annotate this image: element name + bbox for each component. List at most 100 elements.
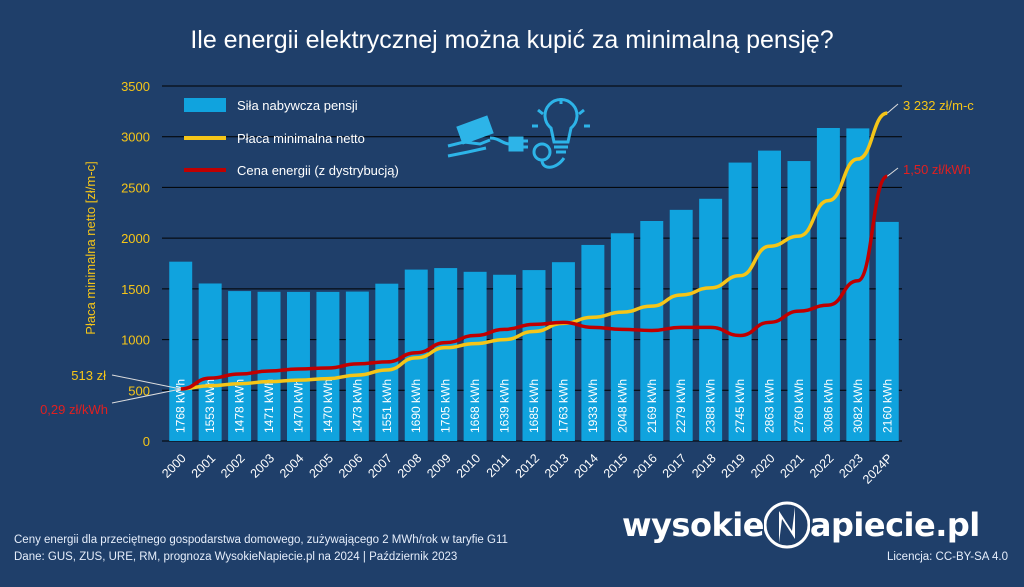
bar (434, 268, 458, 441)
bar-data-label: 1639 kWh (498, 379, 512, 433)
y-tick-label: 0 (143, 434, 150, 449)
x-tick-label: 2012 (513, 451, 543, 481)
bar-data-label: 1685 kWh (527, 379, 541, 433)
x-tick-label: 2017 (660, 451, 690, 481)
x-tick-label: 2021 (778, 451, 808, 481)
bar-data-label: 1933 kWh (586, 379, 600, 433)
bar (699, 198, 723, 441)
bar-data-label: 2279 kWh (674, 379, 688, 433)
bar-data-label: 1763 kWh (556, 379, 570, 433)
bar-data-label: 1478 kWh (233, 379, 247, 433)
bar-data-label: 2160 kWh (880, 379, 894, 433)
bar (257, 291, 281, 441)
x-axis: 2000 2001 2002 2003 2004 2005 2006 2007 2008 2009… (159, 451, 895, 486)
x-tick-label: 2006 (336, 451, 366, 481)
bar (787, 161, 811, 442)
bar (404, 269, 428, 441)
legend-label-price: Cena energii (z dystrybucją) (237, 163, 399, 178)
lightbulb-icon (532, 98, 590, 154)
y-tick-label: 1000 (121, 333, 150, 348)
x-tick-label: 2024P (860, 451, 895, 486)
x-tick-label: 2009 (424, 451, 454, 481)
legend: Siła nabywcza pensji Płaca minimalna net… (184, 98, 399, 178)
bar-data-label: 1470 kWh (291, 379, 305, 433)
x-tick-label: 2010 (454, 451, 484, 481)
license-text: Licencja: CC-BY-SA 4.0 (886, 551, 1008, 563)
x-tick-label: 2015 (601, 451, 631, 481)
x-tick-label: 2007 (365, 451, 395, 481)
y-tick-label: 1500 (121, 282, 150, 297)
logo-text-right: apiecie.pl (809, 506, 980, 544)
logo-text-left: wysokie (622, 506, 764, 544)
bar (816, 127, 840, 442)
lightning-n-icon (763, 501, 810, 549)
x-tick-label: 2005 (306, 451, 336, 481)
x-tick-label: 2001 (189, 451, 219, 481)
y-tick-label: 2000 (121, 231, 150, 246)
wage-start-label: 513 zł (71, 368, 106, 383)
y-axis: 0 500 1000 1500 2000 2500 3000 3500 (121, 79, 150, 449)
bar-data-label: 1690 kWh (409, 379, 423, 433)
bar (669, 209, 693, 441)
y-tick-label: 500 (128, 383, 150, 398)
bar-data-label: 2745 kWh (733, 379, 747, 433)
x-tick-label: 2019 (719, 451, 749, 481)
legend-label-bars: Siła nabywcza pensji (237, 98, 358, 113)
x-tick-label: 2003 (248, 451, 278, 481)
bar (551, 262, 575, 441)
bar-data-label: 2863 kWh (763, 379, 777, 433)
x-tick-label: 2018 (689, 451, 719, 481)
footer-note-sources: Dane: GUS, ZUS, URE, RM, prognoza Wysoki… (14, 551, 458, 563)
price-end-label: 1,50 zł/kWh (903, 162, 971, 177)
bar (846, 128, 870, 441)
bar-data-label: 2169 kWh (645, 379, 659, 433)
wage-end-label: 3 232 zł/m-c (903, 98, 974, 113)
bar-data-label: 3082 kWh (851, 379, 865, 433)
energy-icons (447, 98, 590, 169)
line-series (180, 111, 889, 391)
bar-data-label: 1553 kWh (203, 379, 217, 433)
bar-data-label: 1768 kWh (174, 379, 188, 433)
logo: wysokie apiecie.pl (622, 492, 980, 558)
bar (758, 150, 782, 442)
bar-data-label: 1551 kWh (380, 379, 394, 433)
bar-data-label: 2760 kWh (792, 379, 806, 433)
bar (463, 271, 487, 441)
bar-data-label: 1471 kWh (262, 379, 276, 433)
x-tick-label: 2014 (571, 451, 601, 481)
x-tick-label: 2022 (807, 451, 837, 481)
bar (581, 244, 605, 441)
bar-data-label: 1470 kWh (321, 379, 335, 433)
bar (493, 274, 517, 441)
x-tick-label: 2020 (748, 451, 778, 481)
bar-data-label: 1668 kWh (468, 379, 482, 433)
x-tick-label: 2004 (277, 451, 307, 481)
bar (286, 291, 310, 441)
bar (522, 270, 546, 441)
bar-data-label: 1705 kWh (439, 379, 453, 433)
legend-swatch-bars (184, 98, 226, 112)
bar (198, 283, 222, 441)
x-tick-label: 2002 (218, 451, 248, 481)
bar-labels: 1768 kWh 1553 kWh 1478 kWh 1471 kWh 1470 kWh… (174, 379, 895, 433)
footer-note-energy: Ceny energii dla przeciętnego gospodarst… (14, 534, 508, 546)
bar (610, 233, 634, 441)
bar-data-label: 2048 kWh (615, 379, 629, 433)
x-tick-label: 2008 (395, 451, 425, 481)
bar-data-label: 2388 kWh (704, 379, 718, 433)
legend-label-wage: Płaca minimalna netto (237, 131, 365, 146)
bar-data-label: 3086 kWh (821, 379, 835, 433)
x-tick-label: 2011 (484, 451, 513, 480)
bar (345, 291, 369, 441)
bar (228, 291, 252, 441)
bar (875, 221, 899, 441)
y-axis-label: Płaca minimalna netto [zł/m-c] (83, 161, 98, 334)
y-tick-label: 2500 (121, 180, 150, 195)
wage-line (180, 111, 888, 391)
price-line (180, 174, 889, 391)
bar (728, 162, 752, 442)
bar (169, 261, 193, 441)
y-tick-label: 3000 (121, 130, 150, 145)
plug-icon (489, 136, 566, 169)
chart: 1768 kWh 1553 kWh 1478 kWh 1471 kWh 1470 kWh… (40, 79, 974, 487)
